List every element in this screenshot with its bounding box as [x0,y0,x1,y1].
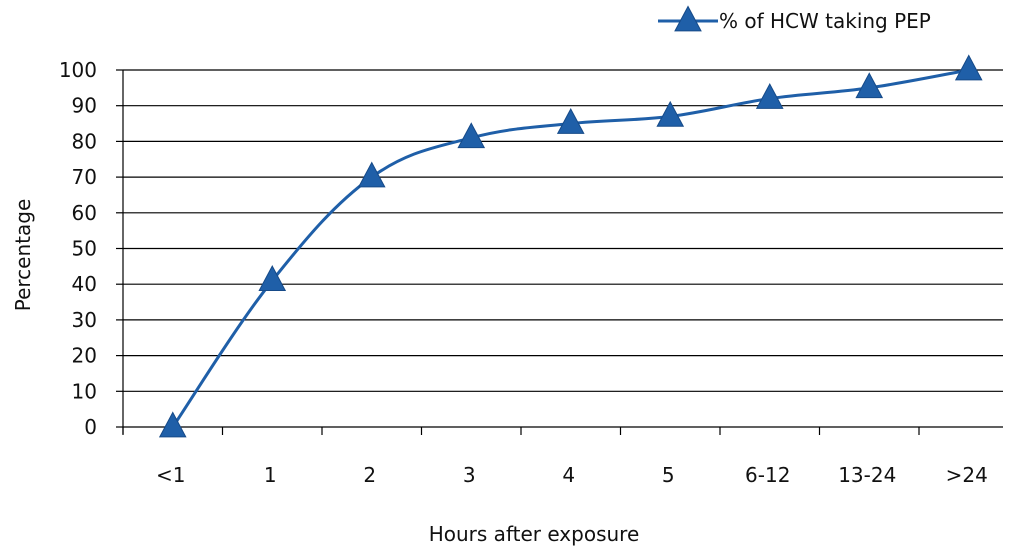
x-tick-label: 1 [264,463,277,487]
y-tick-label: 80 [72,129,97,153]
x-tick-label: 4 [562,463,575,487]
gridlines [123,69,1003,428]
x-tick-label: 2 [363,463,376,487]
x-tick-label: 5 [662,463,675,487]
x-tick-labels: <1 1 2 3 4 5 6-12 13-24 >24 [156,463,988,487]
y-tick-label: 30 [72,308,97,332]
y-tick-label: 10 [72,379,97,403]
y-tick-label: 70 [72,165,97,189]
y-tick-label: 100 [59,58,97,82]
x-tick-label: >24 [946,463,988,487]
data-point-marker [855,72,884,99]
series-line [171,68,970,428]
y-tick-labels: 0 10 20 30 40 50 60 70 80 90 100 [59,58,97,439]
x-tick-label: 6-12 [745,463,790,487]
x-tick-label: <1 [156,463,185,487]
legend-label: % of HCW taking PEP [719,9,931,33]
legend-triangle-marker [674,5,702,32]
data-point-marker [556,107,585,134]
y-tick-label: 50 [72,237,97,261]
x-tick-label: 3 [463,463,476,487]
data-point-marker [656,100,685,127]
data-point-marker [357,161,386,188]
data-point-marker [755,82,784,109]
y-tick-label: 40 [72,272,97,296]
series-layer [158,54,983,438]
data-point-marker [158,411,187,438]
x-tick-label: 13-24 [838,463,896,487]
y-tick-label: 20 [72,344,97,368]
x-axis-label: Hours after exposure [429,522,640,546]
y-axis-label: Percentage [11,199,35,312]
data-point-marker [954,54,983,81]
y-tick-label: 0 [84,415,97,439]
y-tick-label: 90 [72,94,97,118]
axes [116,69,920,435]
legend: % of HCW taking PEP [658,5,931,33]
y-tick-label: 60 [72,201,97,225]
data-point-marker [457,122,486,149]
data-point-marker [258,265,287,291]
